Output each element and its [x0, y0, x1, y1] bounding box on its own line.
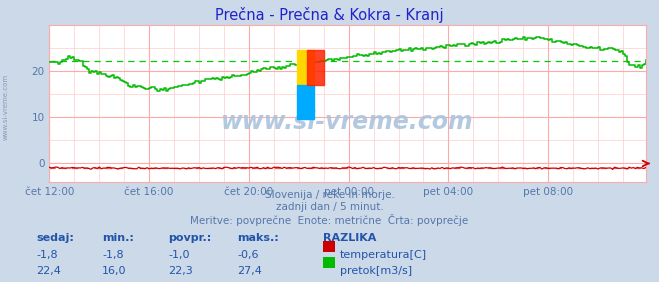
Text: -1,0: -1,0: [168, 250, 190, 259]
Text: -1,8: -1,8: [102, 250, 124, 259]
Text: 22,4: 22,4: [36, 266, 61, 276]
Text: www.si-vreme.com: www.si-vreme.com: [2, 74, 9, 140]
Text: zadnji dan / 5 minut.: zadnji dan / 5 minut.: [275, 202, 384, 212]
Text: povpr.:: povpr.:: [168, 233, 212, 243]
Text: 27,4: 27,4: [237, 266, 262, 276]
Text: maks.:: maks.:: [237, 233, 279, 243]
FancyBboxPatch shape: [307, 50, 324, 85]
Text: min.:: min.:: [102, 233, 134, 243]
Text: Slovenija / reke in morje.: Slovenija / reke in morje.: [264, 190, 395, 199]
Text: -1,8: -1,8: [36, 250, 58, 259]
Text: www.si-vreme.com: www.si-vreme.com: [221, 111, 474, 135]
FancyBboxPatch shape: [297, 85, 314, 119]
Text: 22,3: 22,3: [168, 266, 193, 276]
Text: sedaj:: sedaj:: [36, 233, 74, 243]
Text: Meritve: povprečne  Enote: metrične  Črta: povprečje: Meritve: povprečne Enote: metrične Črta:…: [190, 214, 469, 226]
Text: -0,6: -0,6: [237, 250, 259, 259]
Text: Prečna - Prečna & Kokra - Kranj: Prečna - Prečna & Kokra - Kranj: [215, 7, 444, 23]
Text: pretok[m3/s]: pretok[m3/s]: [340, 266, 412, 276]
Text: 16,0: 16,0: [102, 266, 127, 276]
FancyBboxPatch shape: [297, 50, 314, 85]
Text: temperatura[C]: temperatura[C]: [340, 250, 427, 259]
Text: RAZLIKA: RAZLIKA: [323, 233, 376, 243]
